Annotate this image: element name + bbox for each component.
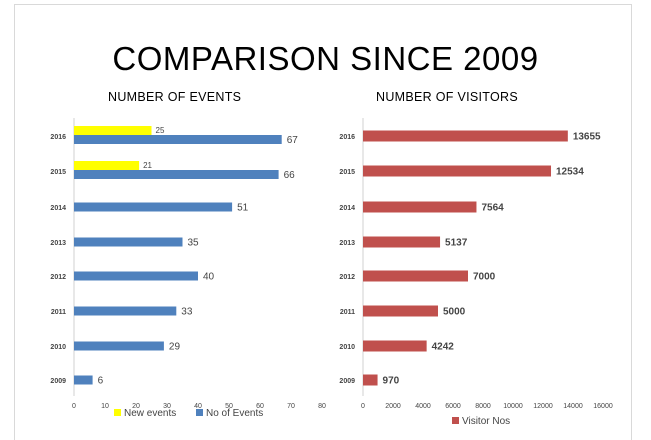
events-category-label: 2011 xyxy=(51,309,66,316)
events-legend-swatch xyxy=(114,409,121,416)
visitors-legend-label: Visitor Nos xyxy=(462,416,510,427)
events-tick-label: 50 xyxy=(225,403,233,410)
visitors-data-label: 12534 xyxy=(556,167,584,178)
visitors-bar xyxy=(363,374,378,386)
visitors-tick-label: 2000 xyxy=(385,403,401,410)
visitors-bar xyxy=(363,270,468,282)
page-title: COMPARISON SINCE 2009 xyxy=(112,40,539,77)
events-data-label: 51 xyxy=(237,203,249,214)
visitors-tick-label: 6000 xyxy=(445,403,461,410)
visitors-legend-swatch xyxy=(452,417,459,424)
events-category-label: 2016 xyxy=(50,134,66,141)
visitors-bar xyxy=(363,201,477,213)
events-legend-label: New events xyxy=(124,408,176,419)
events-category-label: 2014 xyxy=(50,205,66,212)
events-tick-label: 80 xyxy=(318,403,326,410)
visitors-bar xyxy=(363,236,441,248)
events-bar xyxy=(74,237,183,247)
events-bar xyxy=(74,306,177,316)
visitors-data-label: 5137 xyxy=(445,238,468,249)
visitors-chart-title: NUMBER OF VISITORS xyxy=(376,90,518,104)
visitors-category-label: 2016 xyxy=(339,134,355,141)
events-bar xyxy=(74,135,282,144)
visitors-data-label: 7564 xyxy=(481,203,504,214)
events-data-label: 35 xyxy=(188,238,200,249)
visitors-tick-label: 14000 xyxy=(563,403,583,410)
events-bar xyxy=(74,375,93,385)
visitors-data-label: 13655 xyxy=(573,132,601,143)
events-data-label: 29 xyxy=(169,342,181,353)
events-legend-swatch xyxy=(196,409,203,416)
new-events-bar xyxy=(74,161,140,170)
new-events-data-label: 21 xyxy=(143,161,152,170)
events-category-label: 2012 xyxy=(50,274,66,281)
visitors-bar xyxy=(363,340,427,352)
events-category-label: 2015 xyxy=(50,169,66,176)
visitors-tick-label: 4000 xyxy=(415,403,431,410)
visitors-tick-label: 10000 xyxy=(503,403,523,410)
events-tick-label: 70 xyxy=(287,403,295,410)
events-data-label: 66 xyxy=(284,170,296,181)
visitors-category-label: 2009 xyxy=(339,378,355,385)
visitors-data-label: 4242 xyxy=(432,342,455,353)
visitors-category-label: 2013 xyxy=(339,240,355,247)
events-bar xyxy=(74,341,164,351)
events-tick-label: 30 xyxy=(163,403,171,410)
events-data-label: 33 xyxy=(181,307,193,318)
events-data-label: 40 xyxy=(203,272,215,283)
events-bar xyxy=(74,202,233,212)
visitors-category-label: 2012 xyxy=(339,274,355,281)
new-events-bar xyxy=(74,126,152,135)
events-bar xyxy=(74,271,198,281)
events-category-label: 2009 xyxy=(50,378,66,385)
events-data-label: 67 xyxy=(287,135,299,146)
visitors-category-label: 2011 xyxy=(340,309,355,316)
visitors-category-label: 2010 xyxy=(339,344,355,351)
new-events-data-label: 25 xyxy=(156,126,165,135)
events-chart-title: NUMBER OF EVENTS xyxy=(108,90,242,104)
visitors-bar xyxy=(363,165,552,177)
events-tick-label: 40 xyxy=(194,403,202,410)
visitors-category-label: 2015 xyxy=(339,169,355,176)
visitors-tick-label: 16000 xyxy=(593,403,613,410)
visitors-tick-label: 0 xyxy=(361,403,365,410)
visitors-data-label: 5000 xyxy=(443,307,466,318)
events-category-label: 2013 xyxy=(50,240,66,247)
events-legend-label: No of Events xyxy=(206,408,263,419)
events-data-label: 6 xyxy=(98,376,104,387)
visitors-bar xyxy=(363,130,568,142)
events-tick-label: 60 xyxy=(256,403,264,410)
events-category-label: 2010 xyxy=(50,344,66,351)
visitors-tick-label: 12000 xyxy=(533,403,553,410)
visitors-bar xyxy=(363,305,438,317)
events-bar xyxy=(74,170,279,179)
visitors-category-label: 2014 xyxy=(339,205,355,212)
slide-frame xyxy=(14,4,632,440)
visitors-data-label: 970 xyxy=(383,376,400,387)
events-tick-label: 0 xyxy=(72,403,76,410)
visitors-tick-label: 8000 xyxy=(475,403,491,410)
visitors-data-label: 7000 xyxy=(473,272,496,283)
events-tick-label: 10 xyxy=(101,403,109,410)
events-tick-label: 20 xyxy=(132,403,140,410)
